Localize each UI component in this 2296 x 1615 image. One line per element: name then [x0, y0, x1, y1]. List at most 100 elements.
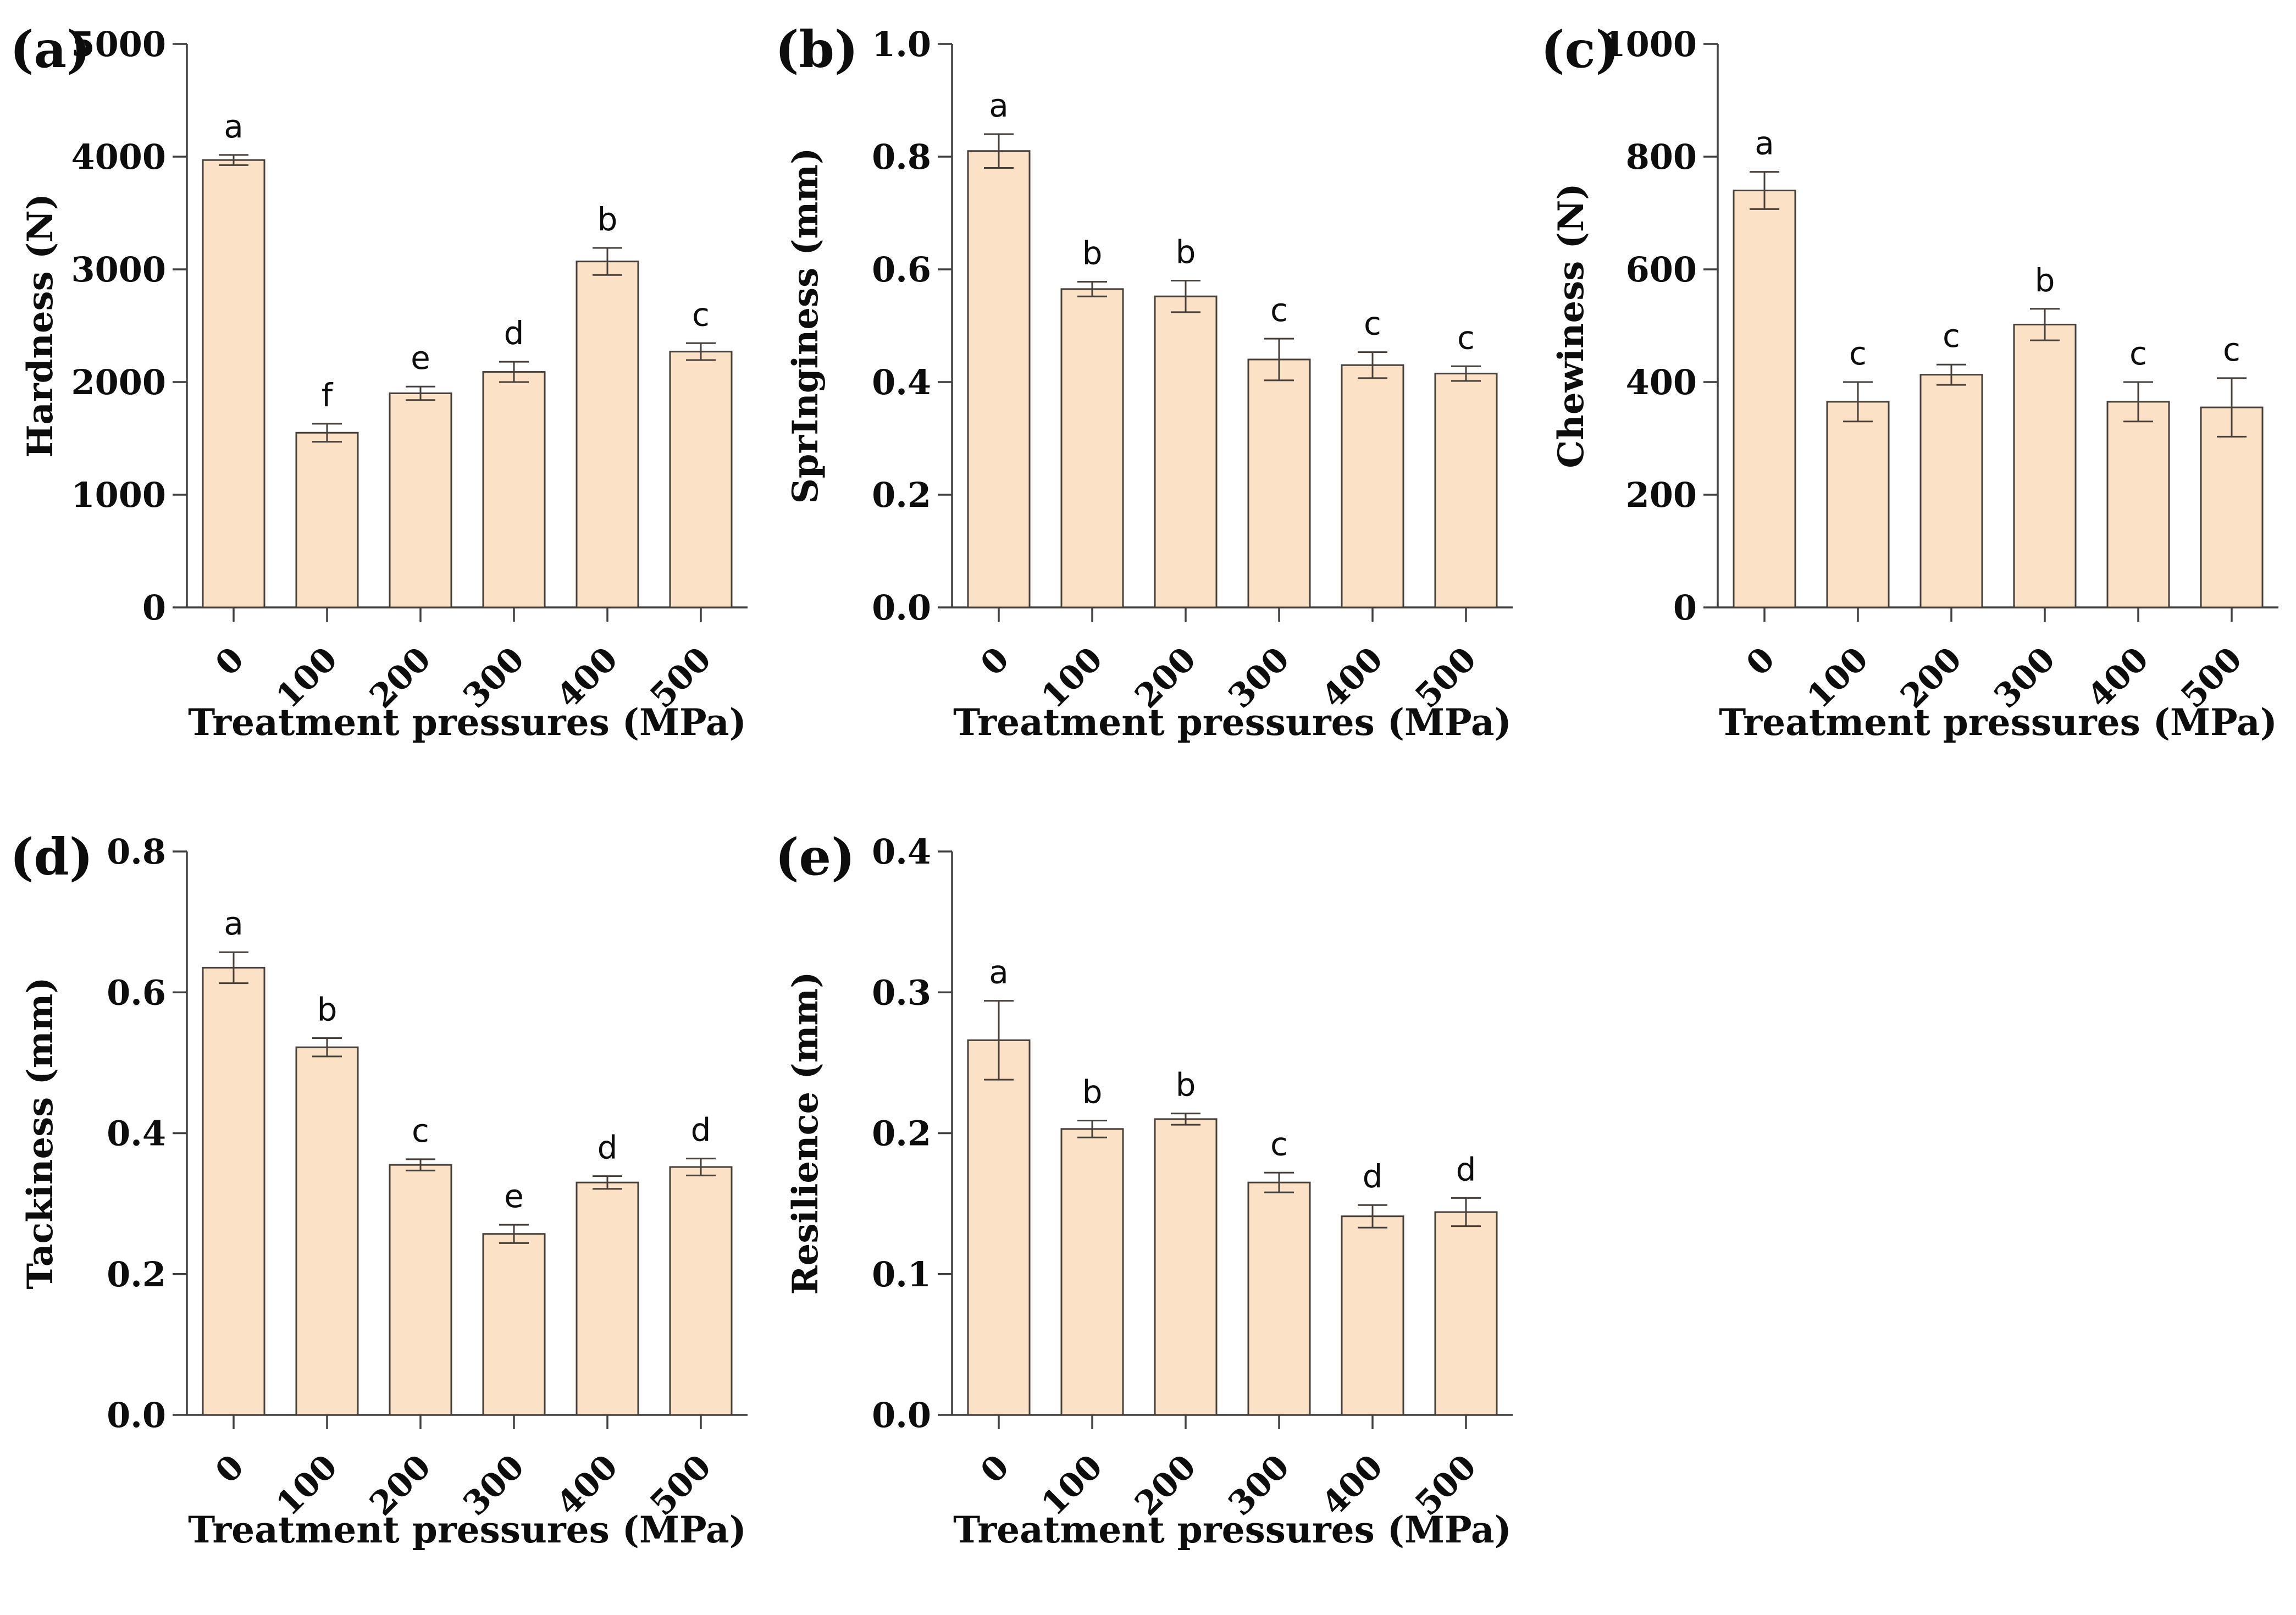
y-tick-label: 0.6 [872, 250, 931, 290]
error-bar-300-mpa [2030, 308, 2060, 341]
y-tick-label: 800 [1626, 137, 1697, 177]
y-tick-label: 400 [1626, 362, 1697, 402]
bar-400-mpa [576, 261, 639, 609]
significance-letter: a [989, 87, 1009, 124]
bar-500-mpa [669, 1166, 733, 1416]
significance-letter: a [224, 905, 244, 942]
x-axis-title: Treatment pressures (MPa) [188, 1508, 746, 1551]
axes [1703, 43, 2278, 622]
x-axis-title: Treatment pressures (MPa) [188, 701, 746, 744]
axes [938, 850, 1513, 1429]
error-bar-400-mpa [1358, 351, 1387, 379]
panel-tackiness: (d) Tackiness (mm) 0.0 0.2 0.4 0.6 0.8 a 0 b 100 c 2… [0, 808, 765, 1615]
y-tick-label: 0.8 [872, 137, 931, 177]
x-axis-title: Treatment pressures (MPa) [953, 701, 1512, 744]
axes [173, 43, 748, 622]
y-tick-label: 1.0 [872, 24, 931, 64]
bar-500-mpa [1434, 1211, 1498, 1416]
error-bar-300-mpa [1264, 1171, 1294, 1193]
y-tick-label: 3000 [71, 250, 166, 290]
significance-letter: d [597, 1129, 618, 1166]
hardness-bar-chart: (a)Hardness (N)010002000300040005000a0f1… [10, 20, 748, 744]
error-bar-500-mpa [1451, 1197, 1481, 1227]
error-bar-500-mpa [2217, 377, 2247, 438]
x-tick-label: 0 [973, 1447, 1017, 1491]
bar-0-mpa [967, 150, 1031, 609]
y-tick-label: 0.2 [872, 1114, 931, 1154]
error-bar-100-mpa [312, 423, 342, 443]
error-bar-300-mpa [499, 361, 529, 383]
significance-letter: c [1364, 305, 1381, 342]
bar-0-mpa [202, 966, 265, 1416]
panel-label: (d) [10, 827, 93, 887]
bar-300-mpa [2013, 323, 2077, 609]
significance-letter: d [504, 314, 524, 352]
bar-400-mpa [2106, 401, 2170, 609]
y-tick-label: 0.0 [107, 1395, 166, 1435]
panel-label: (e) [775, 827, 855, 887]
significance-letter: b [1176, 1066, 1196, 1104]
error-bar-200-mpa [406, 385, 435, 401]
bar-200-mpa [389, 392, 452, 609]
significance-letter: c [2223, 331, 2240, 368]
y-tick-label: 0.0 [872, 588, 931, 628]
error-bar-0-mpa [984, 1000, 1014, 1081]
significance-letter: b [1082, 235, 1103, 272]
y-tick-label: 0.6 [107, 972, 166, 1013]
error-bar-200-mpa [1171, 1113, 1200, 1126]
x-axis-title: Treatment pressures (MPa) [953, 1508, 1512, 1551]
y-tick-label: 600 [1626, 250, 1697, 290]
axes [938, 43, 1513, 622]
bar-100-mpa [295, 1046, 359, 1416]
springiness-bar-chart: (b) SprInginess (mm) 0.0 0.2 0.4 0.6 0.8 1.0 a 0 b… [775, 20, 1513, 744]
bar-0-mpa [1733, 190, 1796, 609]
error-bar-400-mpa [1358, 1204, 1387, 1229]
y-tick-label: 2000 [71, 362, 166, 402]
x-tick-label: 0 [208, 1447, 252, 1491]
panel-label: (b) [775, 20, 858, 79]
bar-0-mpa [967, 1039, 1031, 1416]
bar-200-mpa [1919, 374, 1983, 609]
error-bar-100-mpa [1843, 381, 1873, 423]
significance-letter: c [1943, 317, 1960, 355]
y-tick-label: 0.4 [872, 832, 931, 872]
significance-letter: c [1849, 335, 1867, 372]
significance-letter: b [1082, 1073, 1103, 1110]
bar-100-mpa [1060, 1128, 1124, 1416]
panel-springiness: (b) SprInginess (mm) 0.0 0.2 0.4 0.6 0.8 1.0 a 0 b… [765, 0, 1530, 808]
bar-400-mpa [576, 1181, 639, 1416]
significance-letter: b [1176, 234, 1196, 271]
bar-300-mpa [482, 1233, 546, 1416]
y-axis-title: SprInginess (mm) [785, 148, 826, 504]
bar-500-mpa [1434, 373, 1498, 609]
error-bar-500-mpa [686, 1158, 716, 1176]
x-tick-label: 0 [1739, 640, 1783, 683]
axes [173, 850, 748, 1429]
y-tick-label: 0 [142, 588, 166, 628]
tackiness-bar-chart: (d)Tackiness (mm)0.00.20.40.60.8a0b100c2… [10, 827, 748, 1551]
significance-letter: e [504, 1177, 524, 1215]
error-bar-400-mpa [593, 1175, 622, 1190]
error-bar-400-mpa [593, 247, 622, 276]
significance-letter: c [1457, 319, 1475, 356]
significance-letter: b [317, 991, 338, 1028]
y-axis-title: Hardness (N) [20, 193, 61, 458]
x-tick-label: 0 [208, 640, 252, 683]
bar-300-mpa [1247, 1181, 1311, 1416]
chewiness-bar-chart: (c)Chewiness (N)02004006008001000a0c100c… [1541, 20, 2278, 744]
significance-letter: c [692, 296, 710, 333]
error-bar-200-mpa [1171, 280, 1200, 313]
panel-label: (a) [10, 20, 91, 79]
error-bar-300-mpa [1264, 338, 1294, 381]
error-bar-200-mpa [1937, 363, 1966, 386]
y-tick-label: 0.3 [872, 972, 931, 1013]
y-tick-label: 200 [1626, 475, 1697, 515]
y-tick-label: 4000 [71, 137, 166, 177]
y-axis-title: Tackiness (mm) [20, 977, 61, 1289]
y-axis-title: Resilience (mm) [785, 971, 826, 1295]
bar-400-mpa [1341, 364, 1404, 609]
bar-400-mpa [1341, 1215, 1404, 1416]
y-tick-label: 1000 [71, 475, 166, 515]
y-tick-label: 0.1 [872, 1254, 931, 1295]
